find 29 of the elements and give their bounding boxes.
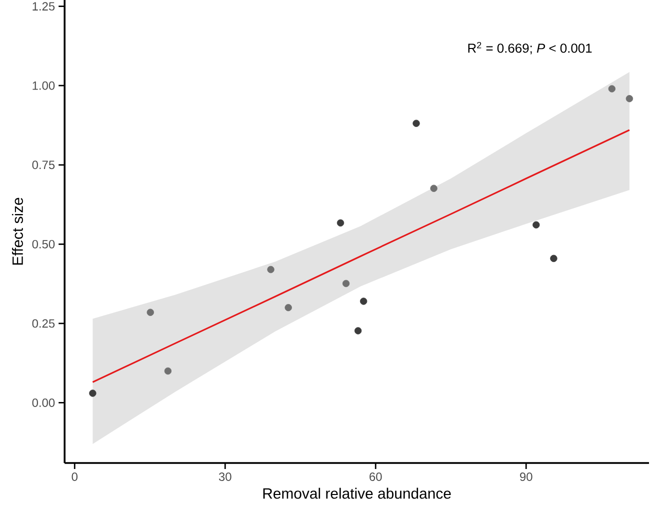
x-tick-label: 30 bbox=[218, 472, 232, 481]
point bbox=[342, 280, 350, 288]
point bbox=[626, 95, 634, 102]
x-tick-label: 90 bbox=[520, 472, 532, 481]
point bbox=[336, 219, 344, 227]
x-tick-label: 60 bbox=[370, 472, 382, 481]
point bbox=[608, 85, 616, 92]
x-axis-title: Removal relative abundance bbox=[263, 488, 451, 499]
point bbox=[532, 221, 540, 228]
y-tick-label: 1.25 bbox=[32, 2, 55, 11]
point bbox=[412, 120, 420, 127]
point bbox=[89, 390, 96, 397]
point bbox=[284, 304, 292, 312]
x-tick-label: 0 bbox=[72, 472, 78, 481]
point bbox=[360, 298, 368, 305]
line-series bbox=[92, 129, 630, 383]
y-axis-title: Effect size bbox=[12, 198, 23, 265]
y-tick-label: 0.50 bbox=[32, 240, 55, 248]
point bbox=[430, 184, 438, 192]
y-tick-label: 0.75 bbox=[32, 160, 55, 170]
point bbox=[146, 308, 154, 316]
point bbox=[550, 254, 558, 262]
point bbox=[164, 367, 172, 375]
point bbox=[267, 266, 274, 274]
y-tick-label: 1.00 bbox=[32, 81, 55, 90]
annotation: R$^{2}$ = 0.669; P < 0.001 bbox=[468, 42, 592, 54]
y-tick-label: 0.00 bbox=[32, 398, 55, 407]
point bbox=[354, 327, 362, 334]
y-tick-label: 0.25 bbox=[32, 319, 55, 328]
